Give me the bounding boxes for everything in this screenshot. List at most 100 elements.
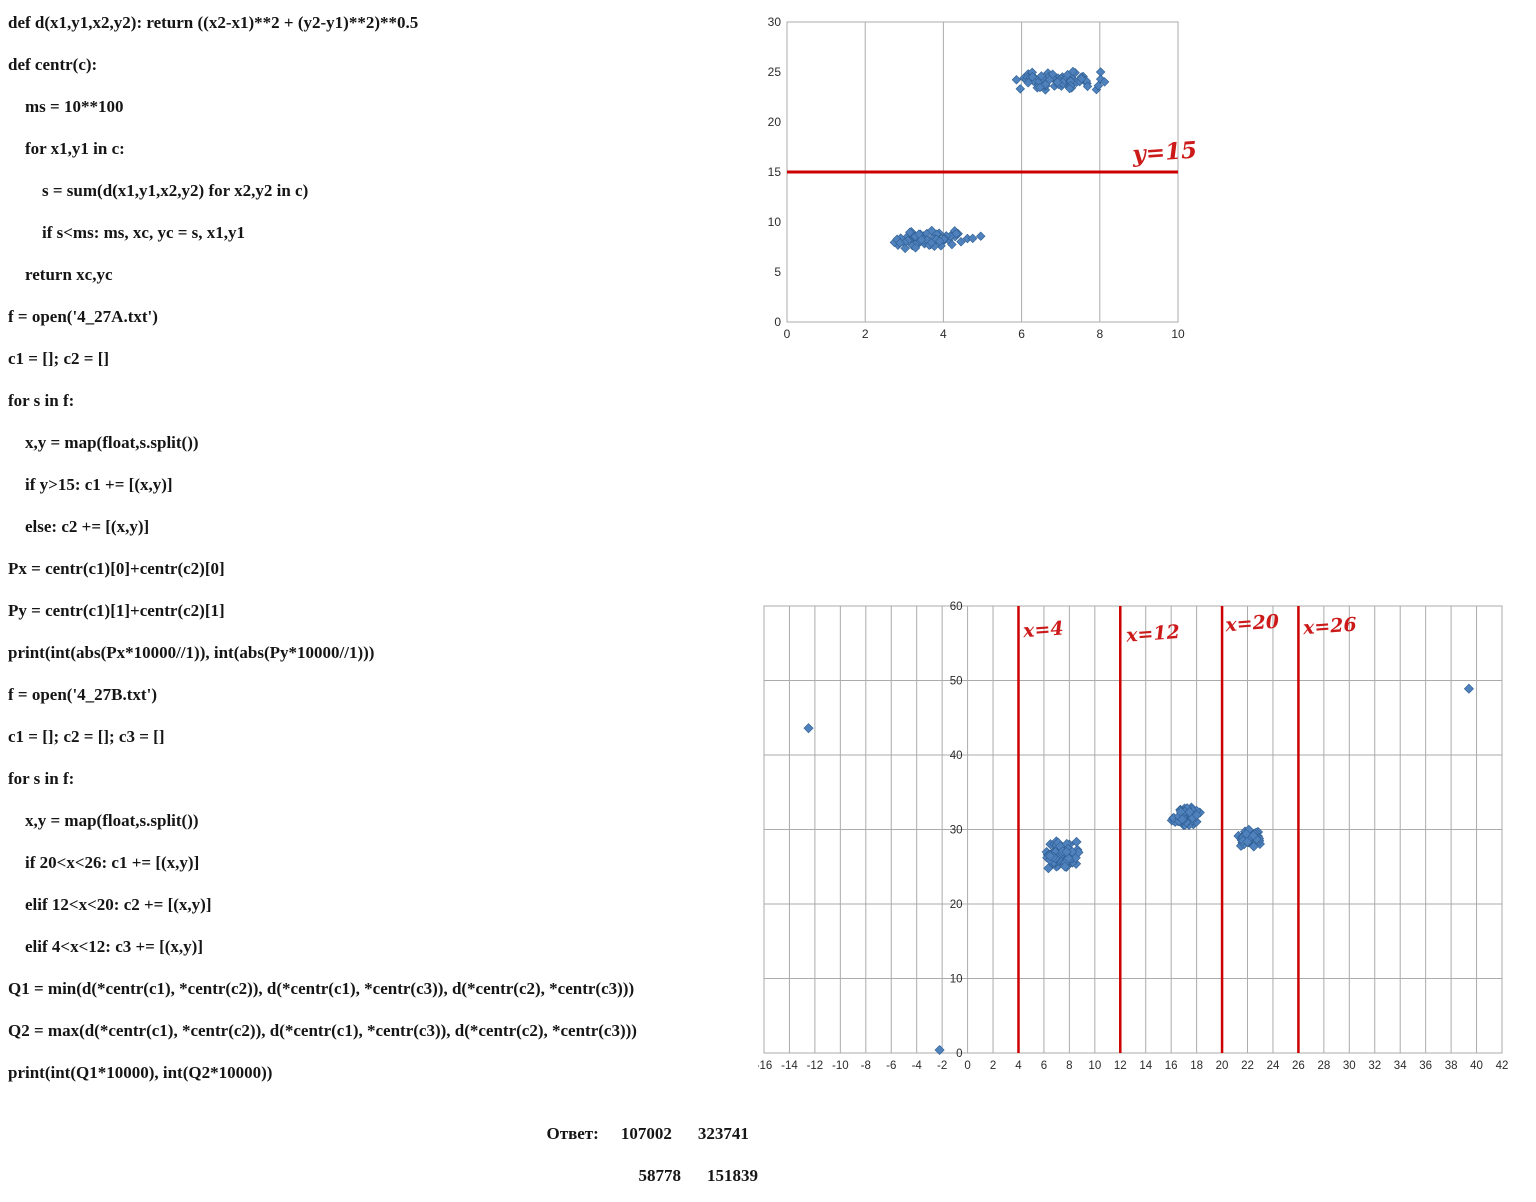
x-tick-label: 2 — [862, 327, 869, 341]
x-tick-label: 4 — [1015, 1060, 1022, 1072]
data-point — [895, 238, 905, 248]
code-line: else: c2 += [(x,y)] — [25, 517, 150, 536]
answer-value: 323741 — [697, 1124, 749, 1143]
data-point — [1248, 830, 1259, 841]
x-tick-label: 28 — [1317, 1060, 1330, 1072]
x-tick-label: 8 — [1096, 327, 1103, 341]
data-point — [1064, 83, 1075, 94]
data-point — [905, 227, 915, 238]
threshold-label: x=26 — [1301, 614, 1357, 640]
y-tick-label: 50 — [950, 676, 963, 688]
x-tick-label: 22 — [1241, 1060, 1254, 1072]
data-point — [934, 1044, 945, 1056]
data-point — [1027, 72, 1038, 82]
x-tick-label: 4 — [940, 327, 947, 341]
y-tick-label: 20 — [950, 899, 963, 911]
data-point — [1082, 81, 1093, 92]
x-tick-label: 34 — [1394, 1060, 1407, 1072]
code-line: print(int(Q1*10000), int(Q2*10000)) — [8, 1063, 273, 1082]
y-tick-label: 25 — [768, 65, 782, 79]
code-line: x,y = map(float,s.split()) — [25, 811, 199, 830]
code-block: def d(x1,y1,x2,y2): return ((x2-x1)**2 +… — [8, 2, 753, 1094]
x-tick-label: 26 — [1292, 1060, 1305, 1072]
code-line: return xc,yc — [25, 265, 113, 284]
data-point — [1076, 73, 1087, 84]
code-line: elif 4<x<12: c3 += [(x,y)] — [25, 937, 204, 956]
code-line: Q1 = min(d(*centr(c1), *centr(c2)), d(*c… — [8, 979, 635, 998]
data-point — [803, 723, 814, 734]
threshold-label: x=4 — [1021, 618, 1064, 643]
x-tick-label: 10 — [1171, 327, 1185, 341]
answer-value: 151839 — [707, 1166, 758, 1185]
data-point — [1248, 841, 1259, 852]
x-tick-label: -10 — [832, 1060, 849, 1072]
code-line: Q2 = max(d(*centr(c1), *centr(c2)), d(*c… — [8, 1021, 637, 1040]
x-tick-label: 40 — [1470, 1060, 1483, 1072]
y-tick-label: 5 — [774, 265, 781, 279]
threshold-label: y=15 — [1131, 137, 1195, 169]
data-point — [900, 243, 910, 254]
data-point — [1035, 82, 1045, 93]
code-line: print(int(abs(Px*10000//1)), int(abs(Py*… — [8, 643, 375, 662]
x-tick-label: 10 — [1088, 1060, 1101, 1072]
x-tick-label: 36 — [1419, 1060, 1432, 1072]
code-line: if y>15: c1 += [(x,y)] — [25, 475, 173, 494]
y-tick-label: 30 — [950, 825, 963, 837]
x-tick-label: 2 — [990, 1060, 996, 1072]
answer-line-1: Ответ: 107002 323741 — [538, 1104, 775, 1144]
data-point — [1045, 851, 1056, 862]
data-point — [1062, 69, 1073, 80]
answer-value: 58778 — [638, 1166, 682, 1185]
data-point — [1047, 69, 1058, 79]
y-tick-label: 0 — [956, 1048, 962, 1060]
code-line: f = open('4_27B.txt') — [8, 685, 157, 704]
code-line: elif 12<x<20: c2 += [(x,y)] — [25, 895, 212, 914]
x-tick-label: 12 — [1114, 1060, 1127, 1072]
x-tick-label: -2 — [937, 1060, 947, 1072]
data-point — [1242, 836, 1253, 847]
y-tick-label: 30 — [768, 15, 782, 29]
answer-value: 107002 — [620, 1124, 672, 1143]
x-tick-label: 14 — [1139, 1060, 1152, 1072]
x-tick-label: 16 — [1165, 1060, 1178, 1072]
y-tick-label: 10 — [950, 974, 963, 986]
data-point — [1011, 75, 1022, 85]
x-tick-label: 38 — [1445, 1060, 1458, 1072]
answer-line-2: 58778 151839 — [630, 1146, 784, 1186]
x-tick-label: 8 — [1066, 1060, 1072, 1072]
y-tick-label: 20 — [768, 115, 782, 129]
threshold-label: x=12 — [1124, 621, 1180, 647]
data-point — [1061, 846, 1072, 857]
data-point — [910, 243, 921, 253]
data-point — [926, 225, 937, 236]
code-line: Px = centr(c1)[0]+centr(c2)[0] — [8, 559, 225, 578]
data-point — [1043, 863, 1054, 874]
code-line: x,y = map(float,s.split()) — [25, 433, 199, 452]
answer-label: Ответ: — [546, 1124, 599, 1143]
code-line: if s<ms: ms, xc, yc = s, x1,y1 — [42, 223, 246, 242]
data-point — [1071, 836, 1082, 847]
code-line: c1 = []; c2 = [] — [8, 349, 110, 368]
code-line: def d(x1,y1,x2,y2): return ((x2-x1)**2 +… — [8, 13, 419, 32]
code-line: for s in f: — [8, 769, 75, 788]
code-line: ms = 10**100 — [25, 97, 124, 116]
data-point — [968, 233, 978, 244]
x-tick-label: -16 — [758, 1060, 772, 1072]
data-point — [951, 228, 962, 239]
code-line: for s in f: — [8, 391, 75, 410]
data-point — [1184, 807, 1195, 818]
x-tick-label: 0 — [784, 327, 791, 341]
code-line: for x1,y1 in c: — [25, 139, 125, 158]
y-tick-label: 10 — [768, 215, 782, 229]
y-tick-label: 15 — [768, 165, 782, 179]
code-line: Py = centr(c1)[1]+centr(c2)[1] — [8, 601, 225, 620]
x-tick-label: -6 — [886, 1060, 896, 1072]
code-line: f = open('4_27A.txt') — [8, 307, 158, 326]
code-line: def centr(c): — [8, 55, 98, 74]
x-tick-label: 32 — [1368, 1060, 1381, 1072]
x-tick-label: -14 — [781, 1060, 798, 1072]
y-tick-label: 0 — [774, 315, 781, 329]
data-point — [1015, 84, 1026, 94]
data-point — [934, 236, 945, 246]
